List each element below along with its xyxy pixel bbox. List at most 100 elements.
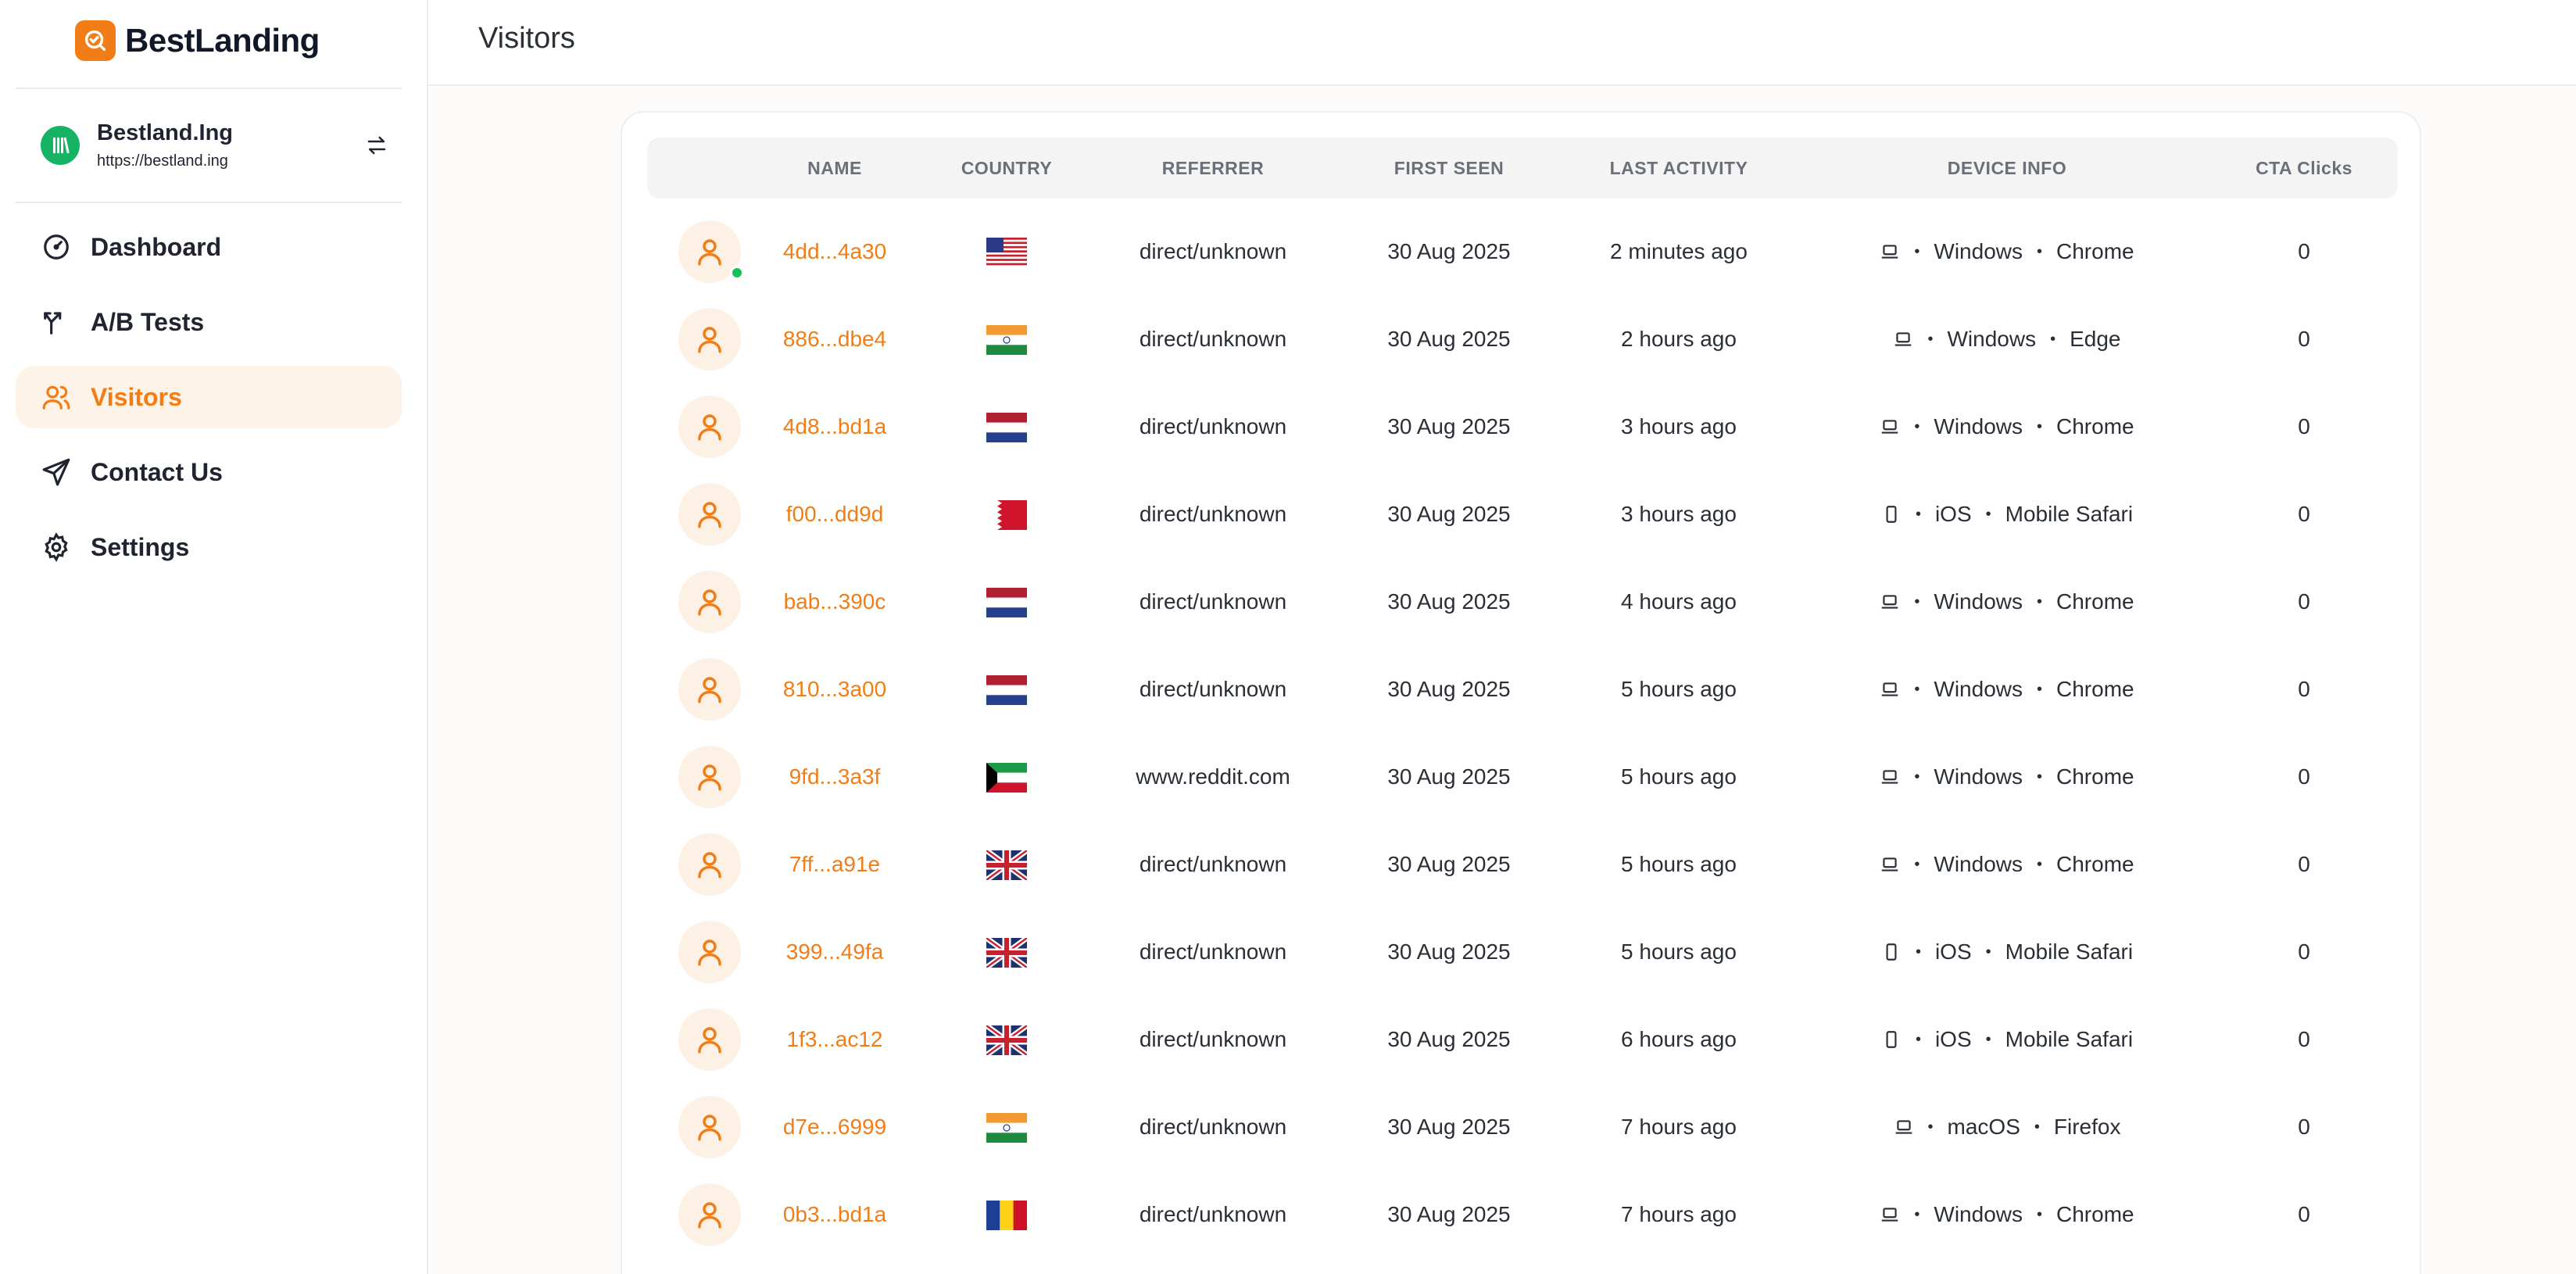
column-header-last-activity[interactable]: LAST ACTIVITY [1609,158,1748,178]
user-icon [678,658,741,721]
last-activity-cell: 3 hours ago [1621,414,1737,438]
separator-dot: • [1927,331,1934,348]
separator-dot: • [2037,856,2043,873]
column-header-first-seen[interactable]: FIRST SEEN [1394,158,1504,178]
user-icon [678,483,741,546]
cta-clicks-cell: 0 [2298,502,2310,526]
site-url: https://bestland.ing [97,152,228,170]
site-switcher[interactable]: Bestland.Ing https://bestland.ing [41,114,408,177]
country-flag-nl-icon [986,675,1027,705]
device-info-cell: • Windows • Chrome [1835,383,2179,471]
table-row[interactable]: f00...dd9d direct/unknown 30 Aug 2025 3 hou… [647,471,2398,558]
referrer-cell: www.reddit.com [1136,764,1290,789]
device-info-cell: • macOS • Firefox [1835,1083,2179,1171]
table-row[interactable]: 7ff...a91e direct/unknown 30 Aug 2025 5 hou… [647,821,2398,908]
visitor-name-link[interactable]: f00...dd9d [785,502,884,526]
avatar [678,571,741,633]
browser-label: Mobile Safari [2005,1027,2134,1051]
referrer-cell: direct/unknown [1139,327,1287,351]
avatar [678,220,744,283]
device-info-cell: • iOS • Mobile Safari [1835,908,2179,996]
table-row[interactable]: d7e...6999 direct/unknown 30 Aug 2025 7 hou… [647,1083,2398,1171]
sidebar-divider [16,88,402,89]
switch-site-icon[interactable] [361,130,392,161]
cta-clicks-cell: 0 [2298,414,2310,438]
user-icon [678,746,741,808]
separator-dot: • [2037,418,2043,435]
device-info-cell: • iOS • Mobile Safari [1835,996,2179,1083]
laptop-icon [1893,329,1913,349]
separator-dot: • [1914,856,1920,873]
separator-dot: • [1914,243,1920,260]
visitor-name-link[interactable]: 0b3...bd1a [782,1202,887,1226]
country-flag-ro-icon [986,1201,1027,1230]
last-activity-cell: 4 hours ago [1621,589,1737,614]
sidebar-divider [16,202,402,203]
sidebar-item-label: A/B Tests [91,307,205,336]
brand-name: BestLanding [125,22,320,59]
page-title: Visitors [478,22,575,55]
avatar [678,1096,741,1158]
column-header-cta-clicks[interactable]: CTA Clicks [2256,158,2352,178]
device-info-cell: • Windows • Chrome [1835,733,2179,821]
referrer-cell: direct/unknown [1139,414,1287,438]
column-header-referrer[interactable]: REFERRER [1161,158,1265,178]
sidebar-item-visitors[interactable]: Visitors [16,366,402,428]
last-activity-cell: 2 minutes ago [1610,239,1748,263]
os-label: Windows [1947,327,2037,351]
site-name: Bestland.Ing [97,120,234,145]
visitor-name-link[interactable]: 4d8...bd1a [782,414,887,438]
visitor-name-link[interactable]: 399...49fa [785,939,884,964]
os-label: Windows [1934,677,2023,701]
os-label: Windows [1934,589,2023,614]
table-row[interactable]: 810...3a00 direct/unknown 30 Aug 2025 5 hou… [647,646,2398,733]
os-label: iOS [1934,1027,1972,1051]
table-row[interactable]: 4dd...4a30 direct/unknown 30 Aug 2025 2 min… [647,208,2398,295]
cta-clicks-cell: 0 [2298,239,2310,263]
separator-dot: • [2034,1118,2040,1136]
phone-icon [1881,942,1902,962]
column-header-device-info[interactable]: DEVICE INFO [1947,158,2067,178]
visitor-name-link[interactable]: bab...390c [783,589,886,614]
os-label: iOS [1934,502,1972,526]
browser-label: Chrome [2056,1202,2134,1226]
sidebar-item-label: Visitors [91,382,182,411]
sidebar-item-contact[interactable]: Contact Us [16,441,402,503]
visitor-name-link[interactable]: 1f3...ac12 [786,1027,883,1051]
visitor-name-link[interactable]: 4dd...4a30 [782,239,887,263]
table-row[interactable]: 399...49fa direct/unknown 30 Aug 2025 5 hou… [647,908,2398,996]
table-row[interactable]: 1f3...ac12 direct/unknown 30 Aug 2025 6 hou… [647,996,2398,1083]
user-icon [678,833,741,896]
column-header-name[interactable]: NAME [807,158,862,178]
sidebar-item-settings[interactable]: Settings [16,516,402,578]
table-row[interactable]: 886...dbe4 direct/unknown 30 Aug 2025 2 hou… [647,295,2398,383]
brand-logo-icon [75,20,116,61]
separator-dot: • [1915,943,1921,961]
table-row[interactable]: 4d8...bd1a direct/unknown 30 Aug 2025 3 hou… [647,383,2398,471]
laptop-icon [1880,417,1900,437]
table-row[interactable]: 0b3...bd1a direct/unknown 30 Aug 2025 7 hou… [647,1171,2398,1258]
brand-logo[interactable]: BestLanding [75,19,320,63]
avatar [678,658,741,721]
visitor-name-link[interactable]: 886...dbe4 [782,327,887,351]
visitor-name-link[interactable]: 7ff...a91e [789,852,881,876]
referrer-cell: direct/unknown [1139,939,1287,964]
sidebar-item-ab-tests[interactable]: A/B Tests [16,291,402,353]
visitor-name-link[interactable]: 9fd...3a3f [789,764,881,789]
device-info-cell: • Windows • Chrome [1835,558,2179,646]
country-flag-in-icon [986,325,1027,355]
table-row[interactable]: bab...390c direct/unknown 30 Aug 2025 4 hou… [647,558,2398,646]
sidebar-item-dashboard[interactable]: Dashboard [16,216,402,278]
gear-icon [41,531,72,563]
visitor-name-link[interactable]: 810...3a00 [782,677,887,701]
country-flag-nl-icon [986,413,1027,442]
device-info-cell: • Windows • Chrome [1835,1171,2179,1258]
browser-label: Chrome [2056,852,2134,876]
first-seen-cell: 30 Aug 2025 [1387,852,1511,876]
phone-icon [1881,1029,1902,1050]
visitor-name-link[interactable]: d7e...6999 [782,1115,887,1139]
column-header-country[interactable]: COUNTRY [961,158,1053,178]
split-arrow-icon [41,306,72,338]
browser-label: Chrome [2056,589,2134,614]
table-row[interactable]: 9fd...3a3f www.reddit.com 30 Aug 2025 5 hou… [647,733,2398,821]
